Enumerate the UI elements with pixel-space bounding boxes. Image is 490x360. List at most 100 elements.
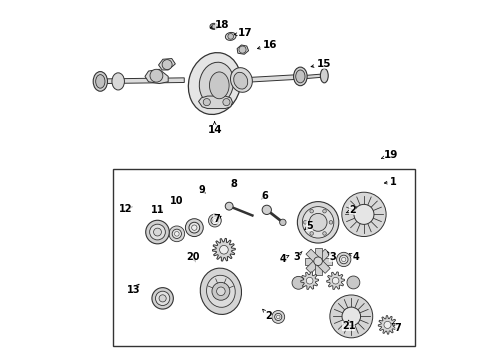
Circle shape: [159, 295, 166, 302]
Circle shape: [340, 255, 348, 264]
Circle shape: [192, 225, 197, 230]
Circle shape: [342, 257, 346, 262]
Text: 16: 16: [257, 40, 277, 50]
Circle shape: [239, 46, 246, 53]
Circle shape: [342, 307, 361, 326]
Text: 9: 9: [198, 185, 205, 195]
Circle shape: [276, 315, 280, 319]
Text: 8: 8: [230, 179, 237, 189]
Circle shape: [309, 213, 327, 231]
Text: 20: 20: [187, 252, 200, 262]
Ellipse shape: [207, 275, 235, 307]
Text: 2: 2: [263, 309, 271, 321]
Circle shape: [149, 224, 165, 240]
Text: 3: 3: [294, 252, 302, 262]
Circle shape: [297, 202, 339, 243]
Circle shape: [314, 257, 322, 266]
Text: 19: 19: [381, 150, 399, 160]
Text: 1: 1: [384, 177, 396, 187]
Text: 14: 14: [207, 122, 222, 135]
Polygon shape: [306, 74, 323, 78]
Polygon shape: [306, 249, 330, 273]
Circle shape: [347, 276, 360, 289]
Circle shape: [337, 252, 351, 267]
Circle shape: [354, 204, 374, 224]
Ellipse shape: [199, 62, 234, 105]
Text: 5: 5: [305, 221, 313, 231]
Circle shape: [262, 205, 271, 215]
Ellipse shape: [200, 268, 242, 314]
Ellipse shape: [93, 72, 107, 91]
Ellipse shape: [96, 75, 105, 88]
Text: 11: 11: [151, 205, 164, 215]
Circle shape: [212, 24, 216, 28]
Text: 13: 13: [127, 284, 140, 295]
Ellipse shape: [210, 23, 218, 30]
Circle shape: [189, 222, 200, 233]
Circle shape: [310, 232, 314, 235]
Polygon shape: [248, 75, 298, 82]
Circle shape: [223, 99, 230, 106]
Ellipse shape: [234, 72, 248, 89]
Polygon shape: [198, 96, 232, 109]
Text: 7: 7: [392, 323, 401, 333]
Circle shape: [332, 277, 339, 284]
Circle shape: [185, 219, 203, 237]
Ellipse shape: [225, 32, 236, 40]
Circle shape: [153, 228, 161, 236]
Circle shape: [323, 232, 326, 235]
Circle shape: [345, 310, 358, 323]
Polygon shape: [213, 238, 235, 261]
Circle shape: [169, 226, 185, 242]
Polygon shape: [301, 272, 318, 289]
Circle shape: [220, 246, 228, 254]
Text: 2: 2: [346, 205, 356, 215]
Polygon shape: [145, 69, 168, 84]
Circle shape: [358, 208, 370, 221]
Ellipse shape: [320, 68, 328, 83]
Circle shape: [342, 192, 386, 237]
Circle shape: [384, 321, 391, 328]
Ellipse shape: [112, 73, 124, 90]
Circle shape: [150, 69, 163, 82]
Circle shape: [217, 287, 225, 296]
Circle shape: [228, 33, 234, 39]
Circle shape: [155, 291, 170, 306]
Text: 17: 17: [234, 28, 252, 38]
Text: 10: 10: [171, 196, 184, 206]
Circle shape: [292, 276, 305, 289]
Circle shape: [306, 277, 313, 284]
Polygon shape: [304, 258, 332, 265]
Circle shape: [152, 288, 173, 309]
Circle shape: [329, 221, 333, 224]
Text: 21: 21: [342, 320, 355, 332]
Circle shape: [303, 221, 307, 224]
Polygon shape: [159, 59, 175, 70]
Circle shape: [212, 282, 230, 300]
Polygon shape: [378, 316, 397, 334]
Ellipse shape: [188, 53, 241, 114]
Circle shape: [213, 219, 217, 222]
Circle shape: [211, 217, 219, 225]
Circle shape: [146, 220, 169, 244]
Polygon shape: [102, 78, 184, 84]
Circle shape: [208, 214, 221, 227]
Ellipse shape: [209, 72, 229, 99]
Circle shape: [203, 99, 210, 106]
Circle shape: [162, 60, 172, 69]
Circle shape: [323, 210, 326, 213]
Polygon shape: [306, 249, 330, 273]
Ellipse shape: [294, 67, 307, 86]
Circle shape: [310, 210, 314, 213]
Circle shape: [330, 295, 373, 338]
Ellipse shape: [230, 68, 252, 92]
Polygon shape: [315, 248, 321, 275]
Circle shape: [172, 229, 181, 238]
Text: 3: 3: [327, 252, 336, 262]
Text: 12: 12: [119, 203, 132, 213]
Ellipse shape: [296, 70, 305, 83]
Circle shape: [280, 219, 286, 226]
Polygon shape: [327, 272, 344, 289]
Text: 18: 18: [210, 19, 229, 30]
Circle shape: [302, 207, 334, 238]
